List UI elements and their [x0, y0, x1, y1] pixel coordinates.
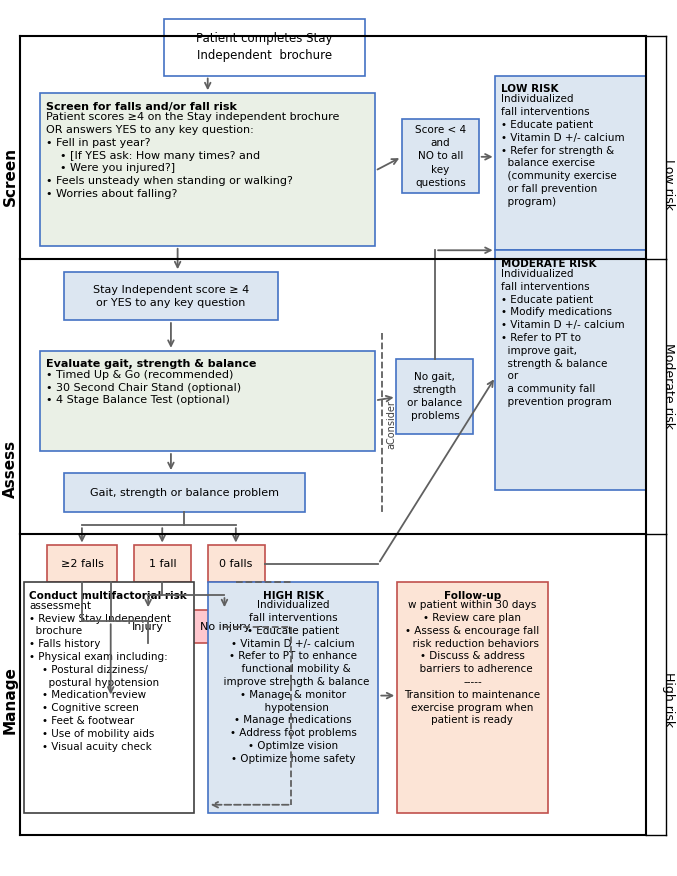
FancyBboxPatch shape — [208, 546, 265, 582]
Text: Patient scores ≥4 on the Stay independent brochure
OR answers YES to any key que: Patient scores ≥4 on the Stay independen… — [46, 112, 339, 199]
Text: No injury: No injury — [200, 622, 250, 632]
Text: 1 fall: 1 fall — [149, 559, 177, 569]
Text: Individualized
fall interventions
• Educate patient
• Vitamin D +/- calcium
• Re: Individualized fall interventions • Educ… — [501, 95, 624, 207]
FancyBboxPatch shape — [397, 582, 548, 814]
Text: Patient completes Stay
Independent  brochure: Patient completes Stay Independent broch… — [196, 32, 333, 62]
Text: aConsider: aConsider — [387, 400, 397, 449]
Text: Follow-up: Follow-up — [443, 590, 501, 601]
Text: w patient within 30 days
• Review care plan
• Assess & encourage fall
  risk red: w patient within 30 days • Review care p… — [404, 600, 540, 725]
FancyBboxPatch shape — [47, 546, 117, 582]
FancyBboxPatch shape — [208, 582, 378, 814]
Text: High risk: High risk — [661, 673, 674, 728]
Text: HIGH RISK: HIGH RISK — [263, 590, 324, 601]
FancyBboxPatch shape — [397, 359, 473, 434]
FancyBboxPatch shape — [24, 582, 194, 814]
FancyBboxPatch shape — [165, 19, 365, 75]
Text: ≥2 falls: ≥2 falls — [61, 559, 104, 569]
Text: Manage: Manage — [3, 666, 18, 734]
Text: LOW RISK: LOW RISK — [501, 84, 559, 95]
Text: Conduct multifactorial risk: Conduct multifactorial risk — [29, 590, 187, 601]
FancyBboxPatch shape — [41, 350, 375, 451]
Text: Injury: Injury — [132, 622, 164, 632]
FancyBboxPatch shape — [496, 251, 646, 491]
Text: Gait, strength or balance problem: Gait, strength or balance problem — [90, 488, 279, 498]
Text: Assess: Assess — [3, 440, 18, 498]
Text: • Timed Up & Go (recommended)
• 30 Second Chair Stand (optional)
• 4 Stage Balan: • Timed Up & Go (recommended) • 30 Secon… — [46, 370, 241, 406]
Text: Moderate risk: Moderate risk — [661, 343, 674, 428]
Text: MODERATE RISK: MODERATE RISK — [501, 259, 596, 269]
FancyBboxPatch shape — [134, 546, 191, 582]
FancyBboxPatch shape — [401, 119, 479, 194]
FancyBboxPatch shape — [119, 610, 176, 643]
Text: No gait,
strength
or balance
problems: No gait, strength or balance problems — [408, 371, 462, 421]
Text: Individualized
fall interventions
• Educate patient
• Modify medications
• Vitam: Individualized fall interventions • Educ… — [501, 269, 624, 407]
FancyBboxPatch shape — [496, 75, 646, 251]
Text: assessment
• Review Stay Independent
  brochure
• Falls history
• Physical exam : assessment • Review Stay Independent bro… — [29, 601, 171, 752]
Text: Screen: Screen — [3, 146, 18, 206]
FancyBboxPatch shape — [64, 272, 278, 320]
Text: Score < 4
and
NO to all
key
questions: Score < 4 and NO to all key questions — [415, 125, 466, 187]
Text: Evaluate gait, strength & balance: Evaluate gait, strength & balance — [46, 359, 256, 370]
FancyBboxPatch shape — [41, 93, 375, 246]
FancyBboxPatch shape — [64, 473, 305, 512]
Text: Low risk: Low risk — [661, 159, 674, 210]
Text: Stay Independent score ≥ 4
or YES to any key question: Stay Independent score ≥ 4 or YES to any… — [93, 285, 249, 307]
Text: Screen for falls and/or fall risk: Screen for falls and/or fall risk — [46, 102, 237, 112]
Text: 0 falls: 0 falls — [219, 559, 253, 569]
Text: Individualized
fall interventions
• Educate patient
• Vitamin D +/- calcium
• Re: Individualized fall interventions • Educ… — [217, 600, 369, 764]
FancyBboxPatch shape — [193, 610, 257, 643]
